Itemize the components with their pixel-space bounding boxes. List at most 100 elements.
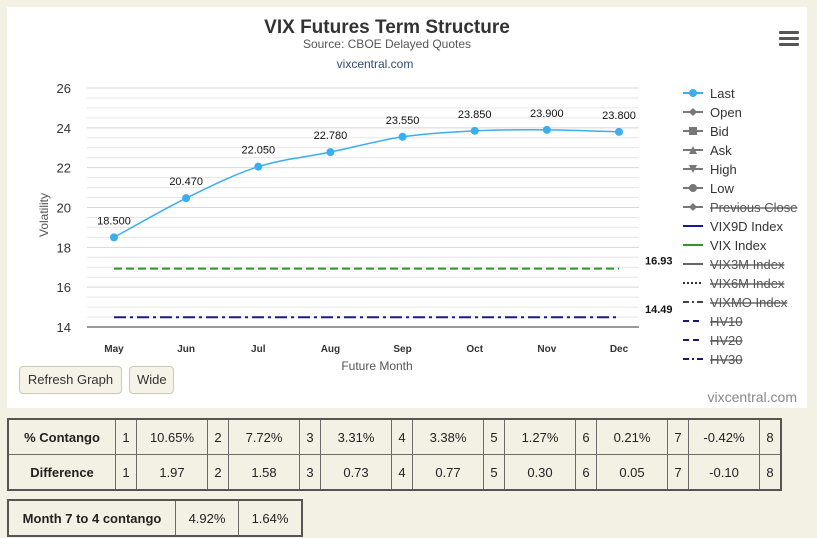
table-cell: 1.97 [136,454,208,491]
row-header: Difference [7,454,116,491]
y-axis: 14 16 18 20 22 24 26 [57,81,71,335]
table-cell: 1.58 [228,454,300,491]
chart-svg: VIX Futures Term Structure Source: CBOE … [37,17,797,405]
legend-item[interactable]: VIX3M Index [683,257,785,272]
hamburger-menu-icon[interactable] [779,31,799,47]
table-cell: 3.38% [412,418,484,455]
data-point[interactable] [182,194,191,203]
legend-item[interactable]: Last [683,86,735,101]
legend-item[interactable]: Open [683,105,742,120]
wide-button[interactable]: Wide [129,366,174,394]
legend-label: Last [710,86,735,101]
legend-label: Open [710,105,742,120]
legend-label: Low [710,181,734,196]
legend-label: VIX6M Index [710,276,785,291]
chart-credit-link[interactable]: vixcentral.com [337,57,414,71]
chart-subtitle: Source: CBOE Delayed Quotes [303,37,471,51]
x-tick-label: Jun [177,344,195,355]
data-label: 23.900 [530,108,564,120]
chart-panel: VIX Futures Term Structure Source: CBOE … [7,7,807,408]
table-row: Difference 1 1.97 2 1.58 3 0.73 4 0.77 5 0.30 6 0.05… [7,454,782,491]
legend-item[interactable]: VIX6M Index [683,276,785,291]
data-point[interactable] [542,125,551,134]
legend-label: HV30 [710,352,743,367]
legend-item[interactable]: VIX Index [683,238,767,253]
month-number: 4 [391,454,413,491]
y-tick-label: 20 [57,201,71,216]
legend-label: Previous Close [710,200,797,215]
row-header: % Contango [7,418,116,455]
month-number: 2 [207,454,229,491]
legend-marker-circle [689,184,697,192]
data-point[interactable] [254,162,263,171]
table-cell: 3.31% [320,418,392,455]
series-end-label: 14.49 [645,304,673,316]
table-cell: -0.42% [688,418,760,455]
month-number: 5 [483,418,505,455]
legend-label: VIX Index [710,238,767,253]
legend-marker-diamond [689,203,697,211]
legend-item[interactable]: Low [683,181,734,196]
legend-label: Ask [710,143,732,158]
month-number: 1 [115,418,137,455]
data-label: 22.780 [314,130,348,142]
x-tick-label: Oct [466,344,483,355]
month7-label: Month 7 to 4 contango [7,499,176,537]
y-tick-label: 26 [57,81,71,96]
data-point[interactable] [615,127,623,136]
legend-marker-triangle-down [689,165,697,173]
chart-credits[interactable]: vixcentral.com [708,389,797,405]
contango-table: % Contango 1 10.65% 2 7.72% 3 3.31% 4 3.38% 5 1.27… [7,418,782,491]
legend-item[interactable]: VIXMO Index [683,295,788,310]
table-cell: 0.77 [412,454,484,491]
legend-marker-triangle [689,146,697,154]
x-tick-label: Dec [610,344,629,355]
month-number: 8 [759,454,782,491]
chart-title: VIX Futures Term Structure [264,17,510,38]
legend-item[interactable]: VIX9D Index [683,219,783,234]
legend-label: HV20 [710,333,743,348]
legend-label: VIX9D Index [710,219,783,234]
table-row: Month 7 to 4 contango 4.92% 1.64% [7,499,303,537]
month-number: 4 [391,418,413,455]
data-label: 18.500 [97,215,131,227]
x-tick-label: Aug [321,344,340,355]
month-number: 7 [667,418,689,455]
month7-contango-table: Month 7 to 4 contango 4.92% 1.64% [7,499,303,537]
chart-series: 16.93 14.49 18.500 20.470 22.050 22.780 23.550… [97,108,673,319]
y-tick-label: 14 [57,320,71,335]
legend-item[interactable]: High [683,162,737,177]
legend-item[interactable]: Previous Close [683,200,797,215]
data-label: 23.550 [386,115,420,127]
legend-item[interactable]: HV10 [683,314,743,329]
table-cell: 0.21% [596,418,668,455]
y-axis-title: Volatility [37,193,51,237]
legend-marker-diamond [689,108,697,116]
y-tick-label: 22 [57,161,71,176]
refresh-graph-button[interactable]: Refresh Graph [19,366,122,394]
legend-item[interactable]: Ask [683,143,732,158]
chart-grid [87,87,639,328]
legend-label: High [710,162,737,177]
table-cell: 1.27% [504,418,576,455]
month-number: 6 [575,454,597,491]
legend-label: VIX3M Index [710,257,785,272]
chart-legend[interactable]: Last Open Bid Ask High Low Previous Close VIX9D… [683,86,797,367]
x-tick-label: May [104,344,124,355]
legend-item[interactable]: Bid [683,124,729,139]
legend-item[interactable]: HV20 [683,333,743,348]
table-cell: -0.10 [688,454,760,491]
legend-label: HV10 [710,314,743,329]
data-point[interactable] [110,233,118,242]
table-cell: 10.65% [136,418,208,455]
data-point[interactable] [326,148,335,157]
data-point[interactable] [470,126,479,135]
data-label: 23.800 [602,110,636,122]
legend-marker-square [689,127,697,135]
legend-item[interactable]: HV30 [683,352,743,367]
month-number: 3 [299,418,321,455]
data-label: 23.850 [458,109,492,121]
month-number: 1 [115,454,137,491]
data-point[interactable] [398,132,407,141]
legend-label: VIXMO Index [710,295,788,310]
